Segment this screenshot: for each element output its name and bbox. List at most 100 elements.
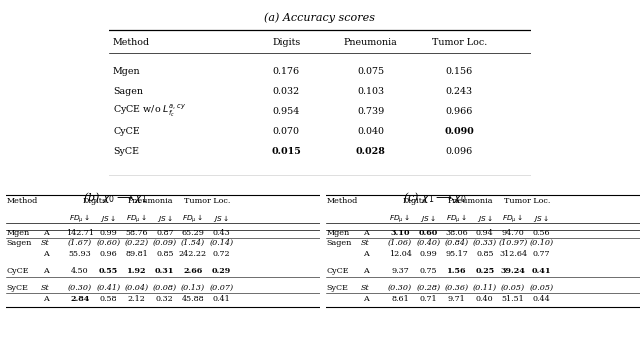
Text: A: A [43,250,49,258]
Text: 0.075: 0.075 [357,67,384,76]
Text: CyCE w/o $L_{f_c}^{a,cy}$: CyCE w/o $L_{f_c}^{a,cy}$ [113,103,186,120]
Text: A: A [363,267,369,275]
Text: 0.71: 0.71 [419,295,437,303]
Text: CyCE: CyCE [113,127,140,136]
Text: (1.06): (1.06) [388,239,412,247]
Text: 0.41: 0.41 [212,295,230,303]
Text: 38.06: 38.06 [445,229,468,237]
Text: 0.156: 0.156 [446,67,473,76]
Text: $JS{\downarrow}$: $JS{\downarrow}$ [477,213,493,224]
Text: Digits: Digits [272,38,300,47]
Text: 65.29: 65.29 [182,229,204,237]
Text: Sagen: Sagen [113,87,143,96]
Text: (0.60): (0.60) [96,239,120,247]
Text: (0.05): (0.05) [501,284,525,292]
Text: 0.75: 0.75 [420,267,437,275]
Text: 0.29: 0.29 [212,267,231,275]
Text: 9.71: 9.71 [447,295,465,303]
Text: 0.739: 0.739 [357,107,384,116]
Text: 0.56: 0.56 [532,229,550,237]
Text: (0.04): (0.04) [125,284,148,292]
Text: 1.92: 1.92 [127,267,147,275]
Text: (1.54): (1.54) [181,239,205,247]
Text: St: St [361,239,370,247]
Text: 2.84: 2.84 [70,295,90,303]
Text: Digits: Digits [402,197,426,205]
Text: 9.37: 9.37 [391,267,409,275]
Text: (0.22): (0.22) [125,239,148,247]
Text: (c) $\chi_1 \longrightarrow \chi_0$: (c) $\chi_1 \longrightarrow \chi_0$ [403,190,467,205]
Text: Mgen: Mgen [6,229,29,237]
Text: 0.096: 0.096 [446,147,473,156]
Text: 0.72: 0.72 [212,250,230,258]
Text: 0.070: 0.070 [273,127,300,136]
Text: (0.09): (0.09) [153,239,177,247]
Text: 1.56: 1.56 [447,267,467,275]
Text: (10.97): (10.97) [499,239,527,247]
Text: Sagen: Sagen [326,239,352,247]
Text: $JS{\downarrow}$: $JS{\downarrow}$ [213,213,229,224]
Text: 0.58: 0.58 [100,295,117,303]
Text: 0.85: 0.85 [156,250,173,258]
Text: 4.50: 4.50 [71,267,89,275]
Text: 2.12: 2.12 [127,295,145,303]
Text: Tumor Loc.: Tumor Loc. [184,197,230,205]
Text: 0.31: 0.31 [155,267,175,275]
Text: 3.10: 3.10 [390,229,410,237]
Text: 242.22: 242.22 [179,250,207,258]
Text: Tumor Loc.: Tumor Loc. [504,197,550,205]
Text: 8.61: 8.61 [391,295,409,303]
Text: 0.966: 0.966 [445,107,473,116]
Text: (0.36): (0.36) [445,284,468,292]
Text: 0.99: 0.99 [99,229,117,237]
Text: Digits: Digits [82,197,106,205]
Text: 0.85: 0.85 [476,250,493,258]
Text: Pneumonia: Pneumonia [128,197,173,205]
Text: 0.32: 0.32 [156,295,173,303]
Text: 94.70: 94.70 [502,229,524,237]
Text: St: St [361,284,370,292]
Text: SyCE: SyCE [326,284,348,292]
Text: Method: Method [326,197,358,205]
Text: 95.17: 95.17 [445,250,468,258]
Text: (0.11): (0.11) [473,284,497,292]
Text: Method: Method [6,197,38,205]
Text: $JS{\downarrow}$: $JS{\downarrow}$ [100,213,116,224]
Text: Method: Method [113,38,150,47]
Text: $FD_\mu{\downarrow}$: $FD_\mu{\downarrow}$ [389,212,411,225]
Text: 0.60: 0.60 [419,229,438,237]
Text: 0.96: 0.96 [99,250,117,258]
Text: CyCE: CyCE [6,267,29,275]
Text: 0.176: 0.176 [273,67,300,76]
Text: (0.30): (0.30) [68,284,92,292]
Text: $FD_\mu{\downarrow}$: $FD_\mu{\downarrow}$ [502,212,524,225]
Text: Mgen: Mgen [113,67,141,76]
Text: $JS{\downarrow}$: $JS{\downarrow}$ [420,213,436,224]
Text: $FD_\mu{\downarrow}$: $FD_\mu{\downarrow}$ [69,212,91,225]
Text: (1.67): (1.67) [68,239,92,247]
Text: Mgen: Mgen [326,229,349,237]
Text: $FD_\mu{\downarrow}$: $FD_\mu{\downarrow}$ [446,212,467,225]
Text: (0.84): (0.84) [445,239,468,247]
Text: $FD_\mu{\downarrow}$: $FD_\mu{\downarrow}$ [126,212,147,225]
Text: SyCE: SyCE [113,147,139,156]
Text: SyCE: SyCE [6,284,28,292]
Text: 0.015: 0.015 [271,147,301,156]
Text: A: A [363,229,369,237]
Text: 0.41: 0.41 [531,267,551,275]
Text: 12.04: 12.04 [388,250,412,258]
Text: (0.13): (0.13) [181,284,205,292]
Text: (0.28): (0.28) [416,284,440,292]
Text: St: St [41,284,50,292]
Text: A: A [363,250,369,258]
Text: 0.43: 0.43 [212,229,230,237]
Text: A: A [43,295,49,303]
Text: 0.032: 0.032 [273,87,300,96]
Text: (0.05): (0.05) [529,284,553,292]
Text: 0.87: 0.87 [156,229,173,237]
Text: Pneumonia: Pneumonia [448,197,493,205]
Text: $JS{\downarrow}$: $JS{\downarrow}$ [157,213,173,224]
Text: 55.93: 55.93 [68,250,92,258]
Text: (b) $\chi_0 \longrightarrow \chi_1$: (b) $\chi_0 \longrightarrow \chi_1$ [83,190,147,205]
Text: 45.88: 45.88 [182,295,204,303]
